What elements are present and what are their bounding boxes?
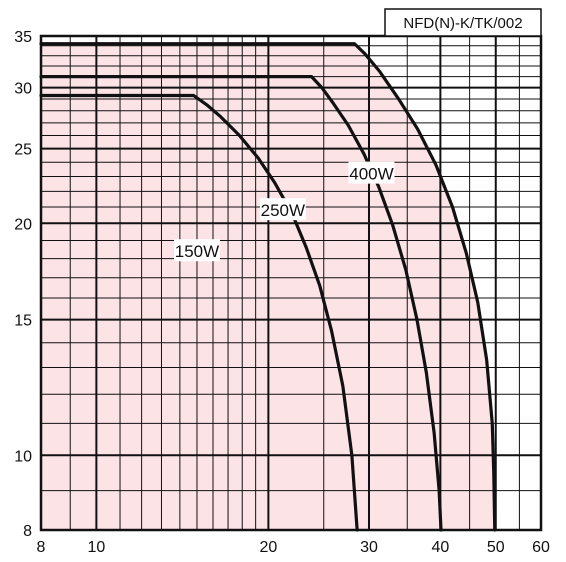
- y-tick-label: 15: [14, 313, 32, 330]
- plot-frame: [39, 34, 543, 532]
- series-line-250W: [39, 75, 443, 532]
- x-tick-label: 60: [532, 539, 550, 556]
- x-tick-label: 30: [360, 539, 378, 556]
- series-line-150W: [39, 93, 359, 532]
- x-tick-label: 40: [431, 539, 449, 556]
- x-tick-label: 10: [87, 539, 105, 556]
- series-label-backing: [348, 161, 395, 184]
- x-tick-label: 20: [259, 539, 277, 556]
- series-label-backing: [259, 198, 306, 221]
- series-label-400W: 400W: [349, 165, 393, 184]
- y-tick-label: 8: [23, 523, 32, 540]
- plot-border: [39, 34, 543, 532]
- chart-code-label: NFD(N)-K/TK/002: [403, 15, 522, 32]
- y-tick-label: 25: [14, 142, 32, 159]
- series-labels: 150W 250W 400W: [173, 161, 395, 262]
- y-tick-label: 30: [14, 81, 32, 98]
- y-tick-label: 20: [14, 216, 32, 233]
- y-tick-label: 10: [14, 448, 32, 465]
- x-tick-label: 8: [37, 539, 46, 556]
- chart-code-frame: [384, 8, 542, 37]
- series-lines: [39, 42, 497, 532]
- series-label-250W: 250W: [261, 201, 305, 220]
- chart-code-box: NFD(N)-K/TK/002: [384, 8, 542, 37]
- series-line-400W: [39, 42, 497, 532]
- x-tick-label: 50: [487, 539, 505, 556]
- series-label-backing: [173, 239, 220, 262]
- y-tick-label: 35: [14, 29, 32, 46]
- series-label-150W: 150W: [175, 242, 219, 261]
- tick-labels: 8 10 20 30 40 50 60 8 10 15 20 25 30 35: [14, 29, 550, 556]
